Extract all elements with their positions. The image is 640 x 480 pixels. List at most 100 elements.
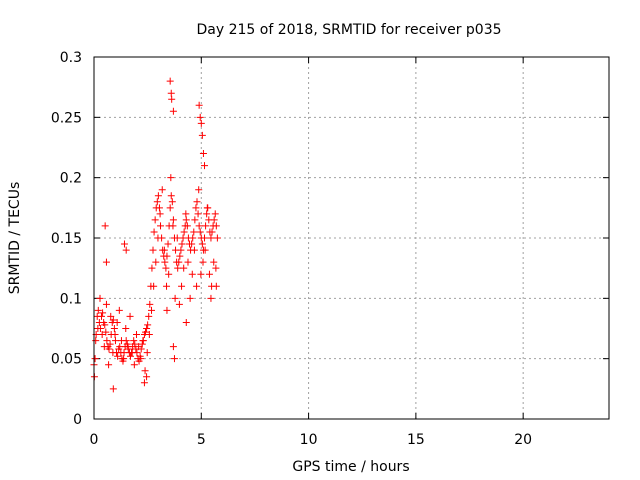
data-point bbox=[166, 77, 174, 85]
data-point bbox=[198, 240, 206, 248]
data-point bbox=[201, 246, 209, 254]
data-point bbox=[102, 258, 110, 266]
data-point bbox=[211, 210, 219, 218]
data-point bbox=[117, 337, 125, 345]
data-point bbox=[169, 216, 177, 224]
data-point bbox=[201, 234, 209, 242]
data-point bbox=[163, 306, 171, 314]
data-point bbox=[146, 300, 154, 308]
data-point bbox=[128, 349, 136, 357]
data-point bbox=[193, 198, 201, 206]
data-point bbox=[213, 234, 221, 242]
data-point bbox=[143, 373, 151, 381]
data-point bbox=[183, 222, 191, 230]
data-point bbox=[149, 246, 157, 254]
data-point bbox=[115, 306, 123, 314]
data-point bbox=[210, 216, 218, 224]
data-point bbox=[162, 264, 170, 272]
data-point bbox=[101, 222, 109, 230]
data-point bbox=[175, 300, 183, 308]
data-point bbox=[182, 216, 190, 224]
data-point bbox=[195, 222, 203, 230]
data-point bbox=[169, 222, 177, 230]
data-point bbox=[110, 325, 118, 332]
data-point bbox=[188, 270, 196, 278]
data-point bbox=[203, 204, 211, 212]
data-point bbox=[94, 306, 102, 314]
data-point bbox=[199, 258, 207, 266]
chart-title: Day 215 of 2018, SRMTID for receiver p03… bbox=[196, 22, 501, 38]
data-point bbox=[156, 210, 164, 218]
data-point bbox=[194, 210, 202, 218]
data-point bbox=[199, 150, 207, 158]
data-point bbox=[195, 186, 203, 194]
data-point bbox=[150, 282, 158, 290]
data-point bbox=[171, 294, 179, 302]
data-point bbox=[105, 345, 113, 353]
x-tick-label: 15 bbox=[407, 432, 425, 448]
data-point bbox=[151, 216, 159, 224]
data-point bbox=[120, 240, 128, 248]
data-point bbox=[141, 367, 149, 375]
data-point bbox=[148, 264, 156, 272]
data-point bbox=[131, 340, 139, 348]
data-point bbox=[144, 321, 152, 329]
y-tick-label: 0.25 bbox=[51, 110, 82, 126]
data-point bbox=[137, 355, 145, 363]
data-point bbox=[98, 312, 106, 320]
data-point bbox=[126, 312, 134, 320]
y-axis-label: SRMTID / TECUs bbox=[7, 182, 23, 295]
data-point bbox=[113, 318, 121, 326]
data-point bbox=[197, 119, 205, 127]
data-point bbox=[98, 331, 106, 339]
data-point bbox=[180, 228, 188, 236]
data-point bbox=[163, 282, 171, 290]
x-tick-label: 0 bbox=[90, 432, 99, 448]
data-point bbox=[180, 264, 188, 272]
data-point bbox=[168, 95, 176, 103]
y-tick-label: 0.1 bbox=[60, 291, 82, 307]
axis-ticks: 0 0.05 0.1 0.15 0.2 0.25 0.3 0 5 10 15 20 bbox=[51, 50, 609, 448]
data-point bbox=[109, 316, 117, 324]
data-point bbox=[196, 113, 204, 121]
data-point bbox=[208, 228, 216, 236]
data-point bbox=[188, 240, 196, 248]
data-point bbox=[107, 312, 115, 320]
data-point bbox=[190, 246, 198, 254]
data-point bbox=[212, 282, 220, 290]
data-point bbox=[168, 198, 176, 206]
data-point bbox=[165, 270, 173, 278]
data-point bbox=[120, 355, 128, 363]
data-point bbox=[192, 204, 200, 212]
data-point bbox=[210, 258, 218, 266]
data-point bbox=[167, 89, 175, 97]
data-point bbox=[102, 328, 110, 336]
data-point bbox=[203, 210, 211, 218]
data-point bbox=[198, 131, 206, 139]
plot-frame bbox=[93, 56, 610, 420]
y-tick-label: 0 bbox=[73, 412, 82, 428]
y-tick-label: 0.3 bbox=[60, 50, 82, 66]
data-point bbox=[193, 282, 201, 290]
data-point bbox=[195, 101, 203, 109]
data-point bbox=[158, 186, 166, 194]
data-point bbox=[178, 240, 186, 248]
data-point bbox=[142, 328, 149, 336]
data-point bbox=[164, 240, 172, 248]
data-point bbox=[201, 162, 209, 170]
data-point bbox=[154, 192, 162, 200]
data-point bbox=[205, 270, 213, 278]
data-point bbox=[111, 337, 119, 345]
data-point bbox=[182, 318, 190, 326]
data-point bbox=[176, 252, 184, 260]
data-point bbox=[167, 192, 175, 200]
x-tick-label: 10 bbox=[300, 432, 318, 448]
data-point bbox=[111, 331, 119, 339]
data-point bbox=[207, 294, 215, 302]
data-point bbox=[175, 258, 183, 266]
data-point bbox=[91, 355, 99, 363]
data-point bbox=[148, 306, 156, 314]
y-tick-label: 0.05 bbox=[51, 352, 82, 368]
data-point bbox=[160, 246, 168, 254]
data-point bbox=[184, 258, 192, 266]
